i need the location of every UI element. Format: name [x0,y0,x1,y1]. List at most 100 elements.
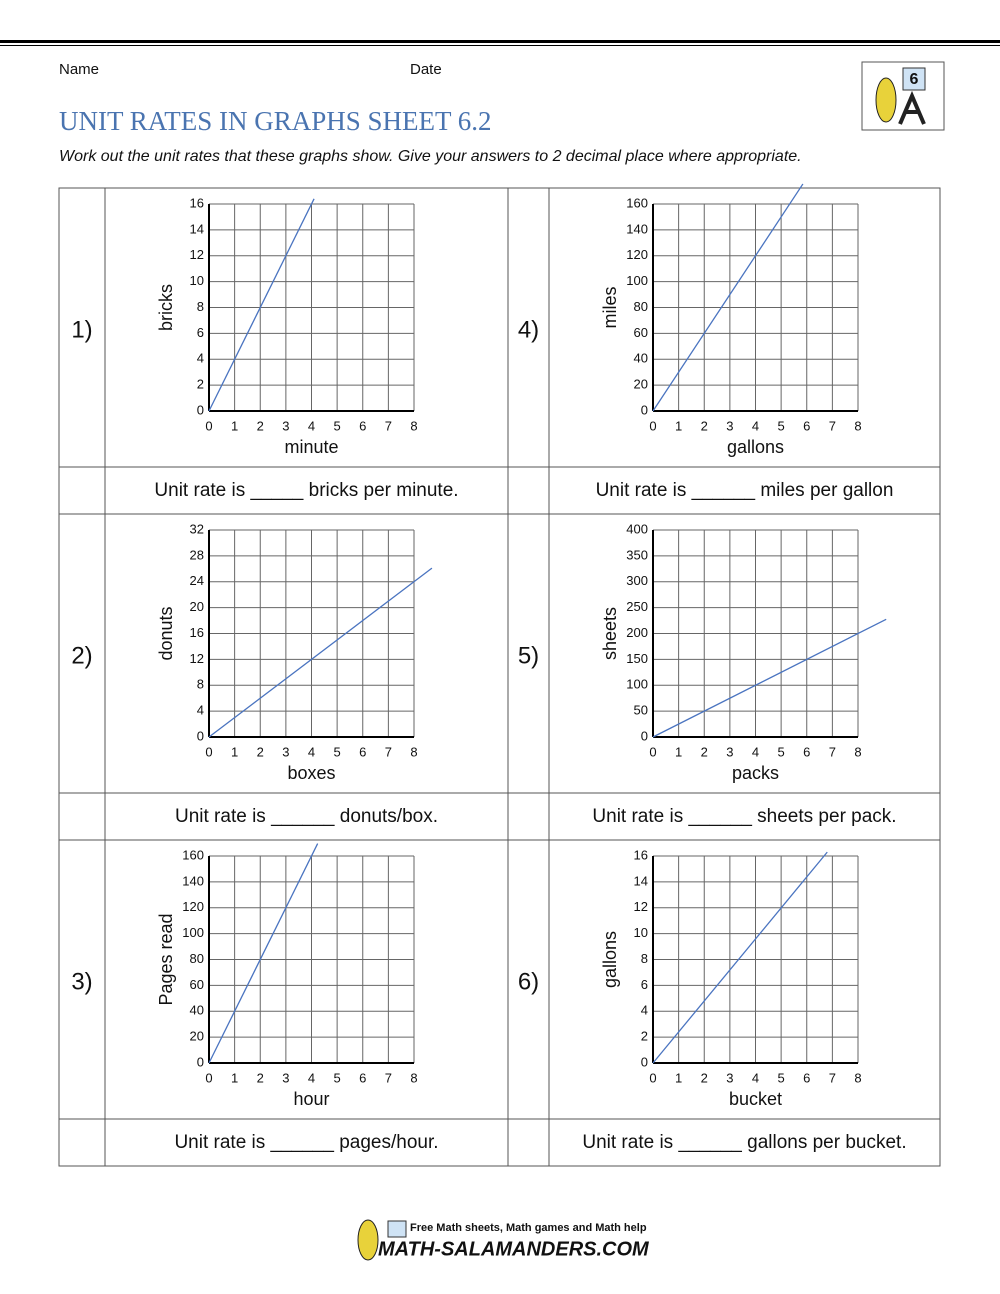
answer-line: Unit rate is ______ pages/hour. [174,1132,438,1153]
y-tick-label: 300 [626,573,648,588]
y-tick-label: 100 [182,925,204,940]
y-axis-label: miles [600,286,620,328]
x-tick-label: 7 [385,418,392,433]
y-tick-label: 6 [197,325,204,340]
problem-number: 5) [518,642,539,669]
x-tick-label: 8 [854,418,861,433]
x-tick-label: 1 [231,744,238,759]
rate-line [208,567,433,738]
x-tick-label: 2 [701,1070,708,1085]
y-tick-label: 140 [182,873,204,888]
y-tick-label: 4 [197,351,204,366]
y-tick-label: 100 [626,273,648,288]
y-tick-label: 40 [634,351,648,366]
x-tick-label: 8 [854,744,861,759]
x-tick-label: 6 [803,418,810,433]
rate-line [652,183,804,412]
top-rule [0,40,1000,43]
y-tick-label: 20 [190,599,204,614]
y-tick-label: 8 [197,299,204,314]
y-tick-label: 0 [641,1054,648,1069]
x-tick-label: 5 [778,418,785,433]
y-tick-label: 20 [634,377,648,392]
x-tick-label: 7 [829,744,836,759]
y-axis-label: Pages read [156,913,176,1005]
y-tick-label: 14 [634,873,648,888]
y-tick-label: 2 [641,1029,648,1044]
x-tick-label: 2 [257,744,264,759]
y-tick-label: 14 [190,221,204,236]
x-tick-label: 3 [726,1070,733,1085]
y-tick-label: 16 [634,847,648,862]
y-tick-label: 10 [634,925,648,940]
x-tick-label: 3 [282,418,289,433]
x-tick-label: 7 [385,744,392,759]
x-tick-label: 6 [803,744,810,759]
x-tick-label: 2 [257,1070,264,1085]
y-tick-label: 120 [182,899,204,914]
problem-number: 1) [71,316,92,343]
x-tick-label: 5 [334,744,341,759]
x-tick-label: 8 [410,744,417,759]
x-tick-label: 7 [385,1070,392,1085]
sheet-title: UNIT RATES IN GRAPHS SHEET 6.2 [59,106,492,136]
y-tick-label: 400 [626,521,648,536]
x-tick-label: 2 [701,418,708,433]
y-tick-label: 60 [190,977,204,992]
y-tick-label: 50 [634,703,648,718]
y-tick-label: 16 [190,195,204,210]
y-tick-label: 8 [197,677,204,692]
y-tick-label: 12 [190,247,204,262]
logo: 6 [861,61,945,131]
name-label: Name [59,61,99,78]
problem-number: 3) [71,968,92,995]
x-tick-label: 2 [257,418,264,433]
y-tick-label: 10 [190,273,204,288]
y-tick-label: 4 [641,1003,648,1018]
answer-line: Unit rate is ______ donuts/box. [175,806,438,827]
x-tick-label: 5 [778,1070,785,1085]
x-axis-label: boxes [287,763,335,783]
footer-logo: Free Math sheets, Math games and Math he… [357,1219,650,1261]
y-tick-label: 140 [626,221,648,236]
x-tick-label: 4 [752,418,759,433]
answer-line: Unit rate is _____ bricks per minute. [154,480,458,501]
x-tick-label: 0 [649,1070,656,1085]
x-tick-label: 3 [282,1070,289,1085]
x-tick-label: 0 [649,418,656,433]
x-tick-label: 6 [359,744,366,759]
x-tick-label: 7 [829,418,836,433]
x-tick-label: 3 [726,418,733,433]
x-tick-label: 4 [308,1070,315,1085]
y-tick-label: 0 [641,728,648,743]
logo-grade: 6 [910,71,919,88]
x-axis-label: packs [732,763,779,783]
y-tick-label: 0 [197,728,204,743]
x-axis-label: gallons [727,437,784,457]
x-tick-label: 3 [282,744,289,759]
problem-number: 6) [518,968,539,995]
date-label: Date [410,61,442,78]
x-tick-label: 0 [205,744,212,759]
y-axis-label: donuts [156,606,176,660]
footer-tagline: Free Math sheets, Math games and Math he… [410,1222,647,1234]
y-tick-label: 350 [626,547,648,562]
y-tick-label: 60 [634,325,648,340]
y-tick-label: 160 [182,847,204,862]
y-tick-label: 100 [626,677,648,692]
y-tick-label: 6 [641,977,648,992]
y-tick-label: 0 [641,402,648,417]
x-tick-label: 5 [334,418,341,433]
x-tick-label: 0 [205,1070,212,1085]
y-tick-label: 80 [190,951,204,966]
x-tick-label: 4 [308,744,315,759]
problem-number: 2) [71,642,92,669]
y-tick-label: 150 [626,651,648,666]
y-tick-label: 16 [190,625,204,640]
problem-number: 4) [518,316,539,343]
rate-line [652,618,887,738]
